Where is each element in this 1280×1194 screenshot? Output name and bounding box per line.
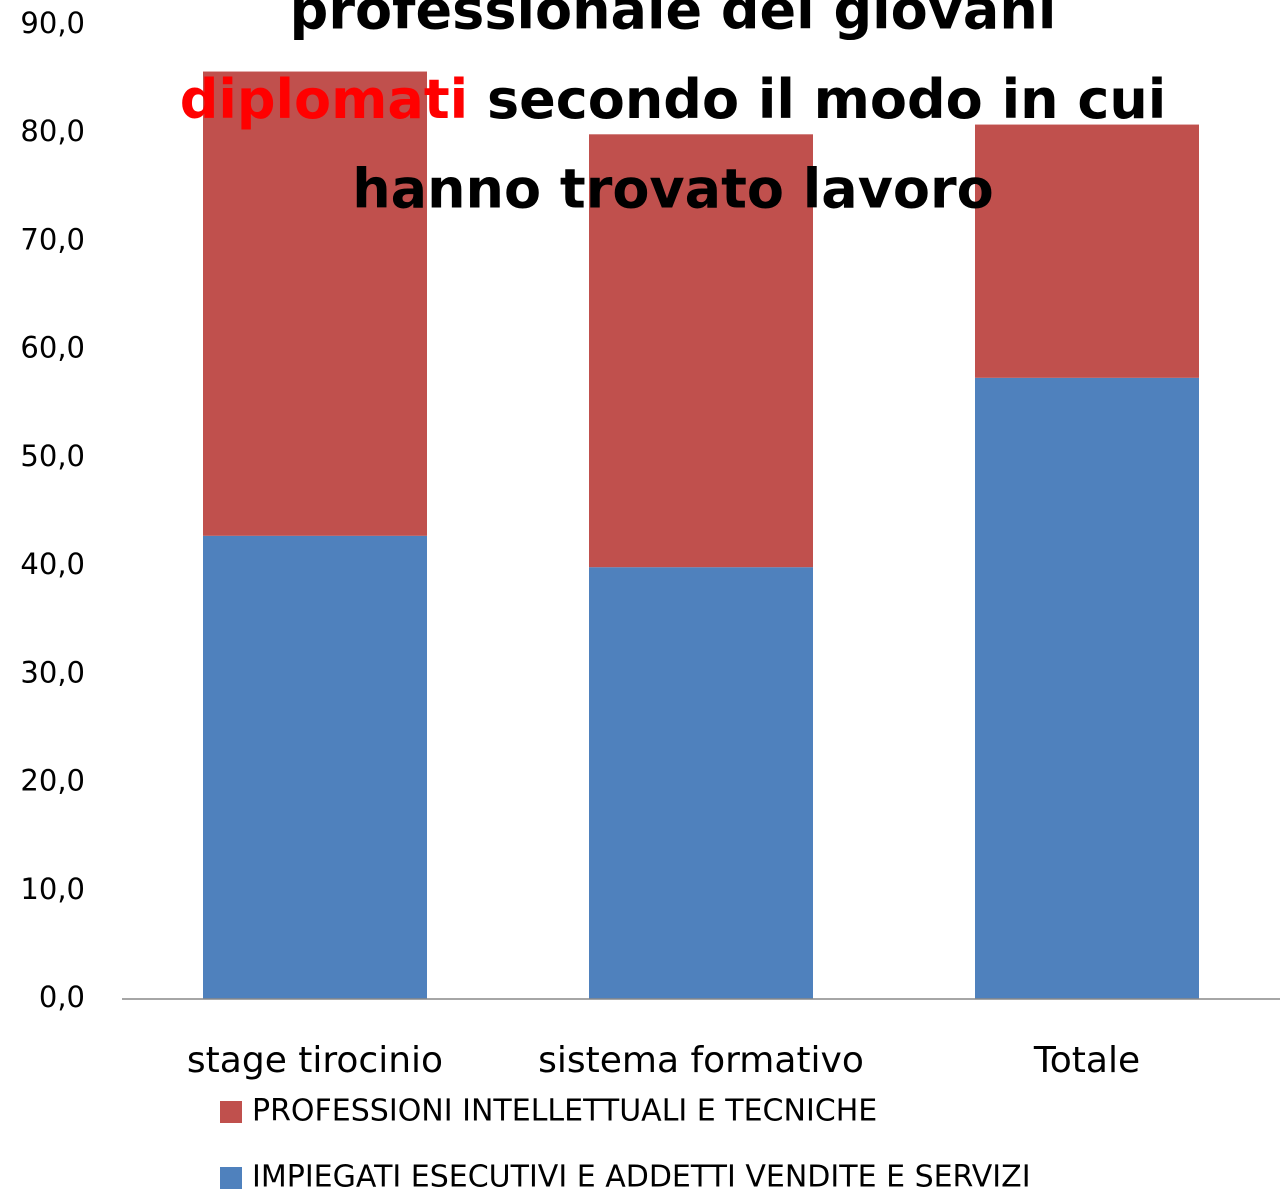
y-tick-label: 40,0 — [20, 547, 85, 581]
y-tick-label: 80,0 — [20, 114, 85, 148]
y-tick-label: 0,0 — [39, 980, 85, 1014]
bar-segment — [203, 535, 427, 999]
x-tick-label: Totale — [1033, 1040, 1140, 1081]
title-text: secondo il modo in cui — [487, 68, 1166, 131]
chart-title: hanno trovato lavoro — [352, 158, 994, 221]
x-tick-label: sistema formativo — [538, 1040, 864, 1081]
title-highlight: diplomati — [180, 68, 468, 131]
bar-segment — [975, 124, 1199, 378]
bar-segment — [589, 567, 813, 999]
chart-title: diplomati secondo il modo in cui — [180, 68, 1167, 131]
bar-segment — [975, 377, 1199, 999]
legend-label: PROFESSIONI INTELLETTUALI E TECNICHE — [252, 1094, 877, 1129]
y-tick-label: 60,0 — [20, 331, 85, 365]
legend-label: IMPIEGATI ESECUTIVI E ADDETTI VENDITE E … — [252, 1160, 1031, 1194]
bar-segment — [203, 71, 427, 536]
bar-segment — [589, 134, 813, 568]
x-tick-label: stage tirocinio — [187, 1040, 443, 1081]
y-tick-label: 20,0 — [20, 764, 85, 798]
y-tick-label: 70,0 — [20, 222, 85, 256]
chart-title: professionale dei giovani — [290, 0, 1057, 42]
title-text — [468, 68, 487, 131]
y-tick-label: 10,0 — [20, 872, 85, 906]
y-tick-label: 50,0 — [20, 439, 85, 473]
legend-swatch — [220, 1101, 242, 1123]
legend-swatch — [220, 1167, 242, 1189]
y-tick-label: 30,0 — [20, 655, 85, 689]
y-tick-label: 90,0 — [20, 6, 85, 40]
